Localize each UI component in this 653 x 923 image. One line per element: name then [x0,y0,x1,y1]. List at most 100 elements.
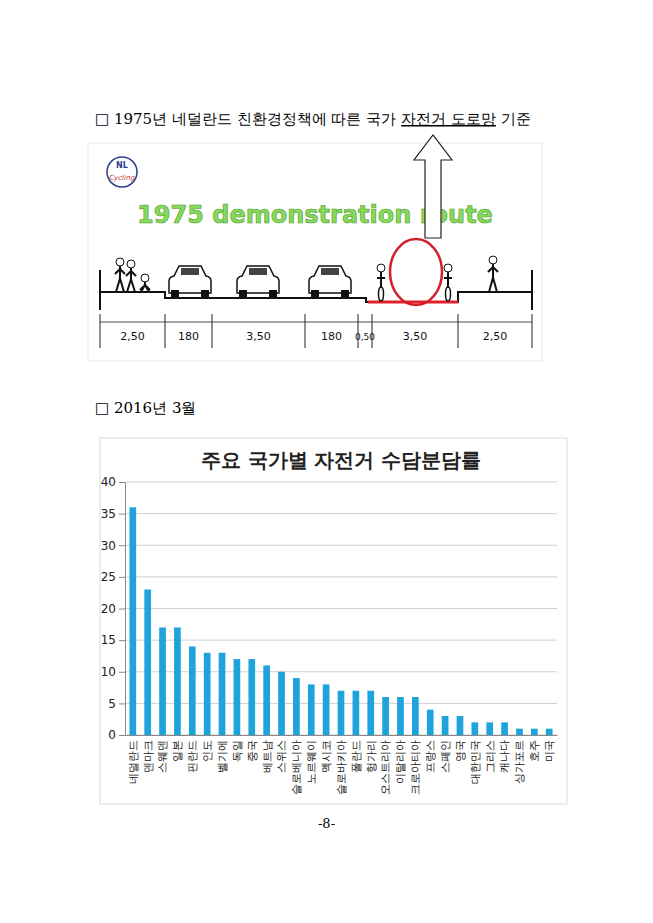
dimension-tick [165,314,166,348]
bar [367,691,374,735]
y-tick-label: 30 [101,539,116,553]
dimension-tick [372,314,373,348]
y-tick-mark [119,482,125,483]
x-tick-label: 인도 [201,740,214,762]
x-tick-label: 핀란드 [186,740,199,773]
y-tick-label: 20 [101,602,116,616]
cyclist-wheel [379,287,384,301]
x-tick: 캐나다 [498,735,511,773]
x-axis: 네덜란드덴마크스웨덴일본핀란드인도벨기에독일중국베트남스위스슬로베니아노르웨이멕… [126,735,558,795]
dimension-label: 180 [321,330,342,343]
x-tick-label: 헝가리 [365,740,378,773]
bar [546,729,553,735]
y-tick: 30 [101,539,125,553]
x-tick-label: 중국 [246,740,259,762]
cyclist-body [377,272,385,288]
x-tick-label: 스페인 [439,740,452,773]
y-tick: 15 [101,633,125,647]
bar [174,627,181,735]
person-body [488,264,498,292]
x-tick: 슬로바키아 [335,735,348,795]
person-head [141,274,149,282]
grid-line [125,482,557,483]
x-tick: 호주 [528,735,541,762]
car-window [181,268,199,275]
heading-text: □ 1975년 네덜란드 친환경정책에 따른 국가 [95,110,396,128]
bar [159,627,166,735]
heading: □ 1975년 네덜란드 친환경정책에 따른 국가자전거 도로망기준 [95,110,531,128]
grid-line [125,640,557,641]
x-tick: 대한민국 [469,735,482,784]
x-tick-label: 슬로바키아 [335,740,348,795]
x-tick-label: 베트남 [260,740,273,773]
x-tick: 싱가포르 [513,735,526,784]
cyclist-body [444,272,452,288]
y-tick: 25 [101,570,125,584]
bar [308,684,315,735]
x-tick: 멕시코 [320,735,333,773]
car-window [249,268,267,275]
y-tick-mark [119,545,125,546]
grid-line [125,545,557,546]
y-tick-label: 35 [101,507,116,521]
x-tick-label: 그리스 [484,740,497,773]
bar [144,590,151,735]
x-tick-label: 네덜란드 [127,740,140,784]
x-tick: 폴란드 [350,735,363,773]
dimension-tick [212,314,213,348]
person [126,260,136,292]
y-tick-label: 25 [101,570,116,584]
x-tick-label: 크로아티아 [409,740,422,795]
y-tick: 0 [108,728,125,742]
bar [471,722,478,735]
person-head [116,258,124,266]
dimension-tick [532,314,533,348]
bar [219,653,226,735]
x-tick: 이탈리아 [394,735,407,784]
x-tick-label: 덴마크 [142,740,155,773]
y-tick-mark [119,735,125,736]
person-head [489,256,497,264]
y-tick: 40 [101,475,125,489]
x-tick: 베트남 [260,735,273,773]
grid-line [125,576,557,577]
bar [382,697,389,735]
x-tick: 크로아티아 [409,735,422,795]
x-tick: 영국 [454,735,467,762]
bar [189,646,196,735]
x-tick: 프랑스 [424,735,437,773]
dimension-label: 2,50 [483,330,508,343]
bar [516,729,523,735]
y-axis-line [125,483,126,736]
road-diagram: NLCycling1975 demonstration route2,50180… [88,143,542,361]
page: □ 1975년 네덜란드 친환경정책에 따른 국가자전거 도로망기준NLCycl… [0,0,653,923]
x-tick: 미국 [543,735,556,762]
car-body [169,266,211,293]
grid-line [125,608,557,609]
pointer-arrow [414,135,452,238]
x-tick-label: 호주 [528,740,541,762]
y-tick-label: 0 [108,728,116,742]
x-tick: 중국 [246,735,259,762]
cyclist-head [444,264,452,272]
bar [263,665,270,735]
x-tick: 일본 [171,735,184,762]
chart-frame [100,438,567,804]
y-tick: 20 [101,602,125,616]
dimension-label: 0,50 [355,332,375,342]
y-tick-mark [119,609,125,610]
x-tick-label: 오스트리아 [379,740,392,795]
car-window [321,268,339,275]
cyclist [377,264,385,301]
bar [412,697,419,735]
car [309,266,351,297]
x-tick: 그리스 [484,735,497,773]
cyclist [444,264,452,301]
person [115,258,125,292]
x-tick: 노르웨이 [305,735,318,784]
logo-text: Cycling [109,174,135,182]
bar [234,659,241,735]
bar [278,672,285,735]
heading-text: 기준 [501,110,531,128]
person-body [115,266,125,292]
